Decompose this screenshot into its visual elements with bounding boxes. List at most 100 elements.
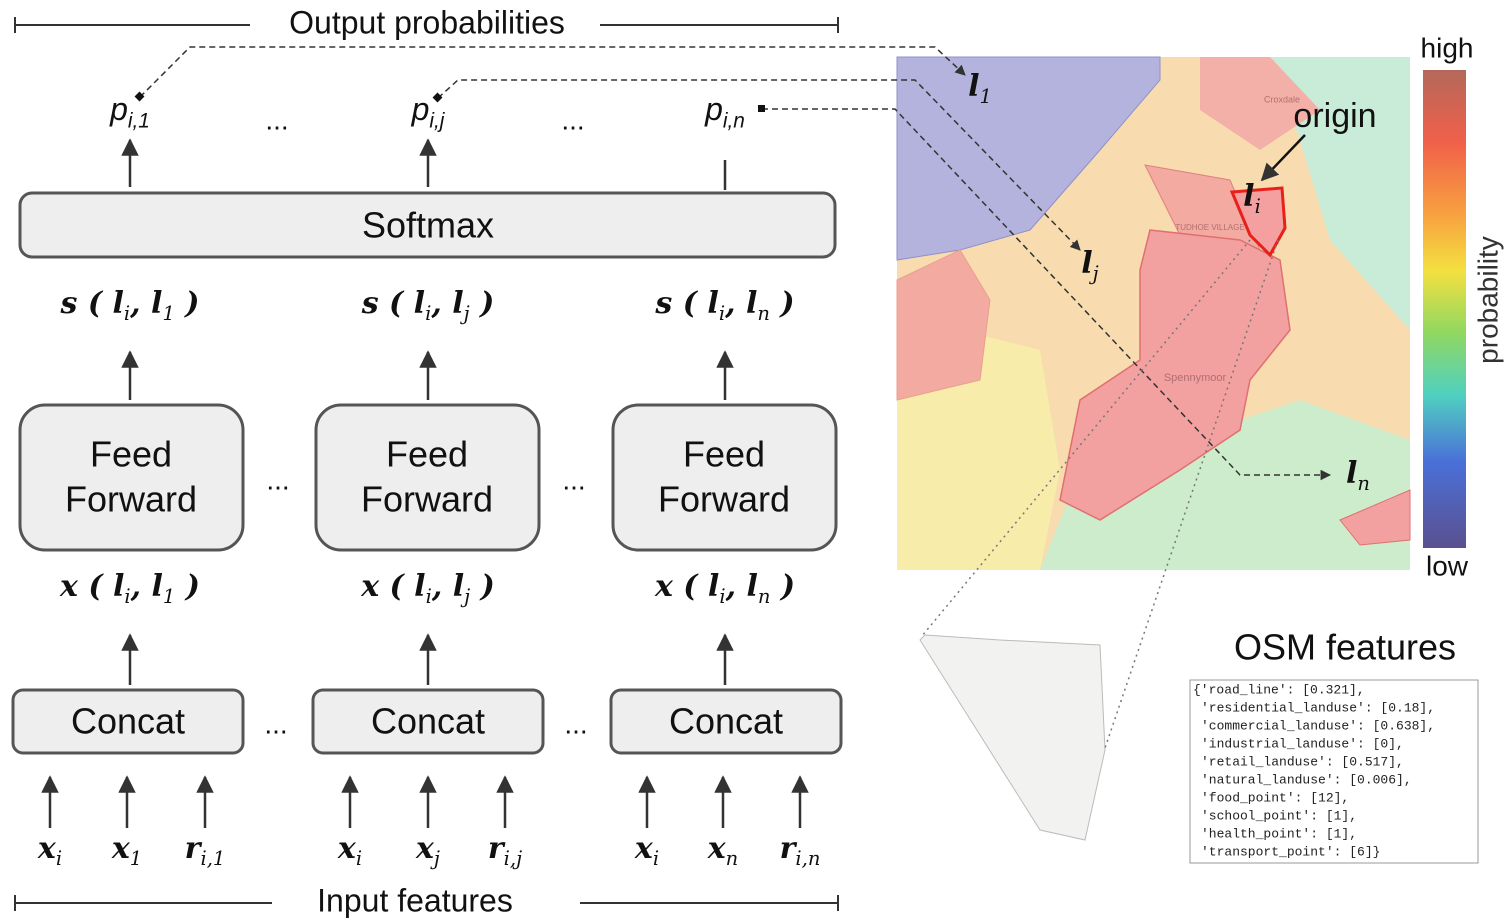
output-label: pi,n [704, 91, 745, 132]
marker-dots [134, 91, 765, 112]
math-run: 1 [130, 847, 142, 870]
math-run: j [460, 302, 470, 325]
math-run: n [757, 302, 770, 325]
math-run: n [726, 847, 739, 870]
origin-arrow [1260, 134, 1306, 182]
connectors [139, 46, 1332, 481]
score-label: s ( li, l1 ) [60, 286, 200, 325]
pair-label: x ( li, l1 ) [59, 569, 200, 608]
block [11, 688, 245, 755]
math-run: ) [770, 569, 795, 604]
feed-forward-label: Forward [361, 479, 493, 520]
location-label: li [1243, 179, 1261, 218]
math-run: l [746, 286, 757, 321]
colorbar-axis-label: probability [1472, 236, 1503, 364]
math-run: s ( [60, 286, 113, 321]
math-run: i,j [429, 109, 445, 132]
ellipsis: ... [561, 104, 584, 135]
input-label: xn [707, 831, 738, 870]
input-label: xi [337, 831, 362, 870]
math-run: i,n [723, 109, 745, 132]
math-run: x ( [59, 569, 113, 604]
math-run: l [112, 286, 123, 321]
concat-label: Concat [371, 701, 485, 742]
feed-forward-label: Feed [683, 434, 765, 475]
softmax-label: Softmax [362, 205, 494, 246]
math-run: l [1081, 246, 1092, 281]
math-run: i [425, 302, 431, 325]
block [311, 688, 545, 755]
header-title: Output probabilities [289, 4, 565, 40]
math-run: 1 [162, 302, 174, 325]
math-run: , [129, 286, 151, 321]
osm-line: 'residential_landuse': [0.18], [1201, 700, 1435, 715]
math-run: x ( [654, 569, 708, 604]
math-run: x [415, 831, 435, 866]
location-label: lj [1081, 246, 1098, 285]
math-run: l [1243, 179, 1254, 214]
math-run: x [634, 831, 654, 866]
math-run: r [185, 831, 203, 866]
math-run: , [430, 286, 452, 321]
math-run: n [758, 585, 771, 608]
concat-label: Concat [669, 701, 783, 742]
math-run: , [725, 569, 747, 604]
math-run: x [707, 831, 727, 866]
math-run: , [130, 569, 152, 604]
input-label: ri,1 [185, 831, 226, 870]
math-run: r [488, 831, 506, 866]
osm-box [1189, 679, 1479, 864]
output-label: pi,1 [109, 91, 150, 132]
math-run: l [707, 286, 718, 321]
math-run: l [414, 569, 425, 604]
math-run: x [37, 831, 57, 866]
math-run: l [113, 569, 124, 604]
output-label: pi,j [411, 91, 446, 132]
ellipsis: ... [265, 104, 288, 135]
ellipsis: ... [564, 708, 587, 739]
math-run: l [152, 569, 163, 604]
math-run: i [653, 847, 659, 870]
frame-lines [14, 17, 839, 911]
math-run: l [746, 569, 757, 604]
math-run: j [430, 847, 440, 870]
math-run: i,n [795, 847, 820, 870]
inset-lines [921, 239, 1279, 749]
math-run: i [1255, 195, 1261, 218]
math-run: i [124, 585, 130, 608]
math-run: i,j [504, 847, 522, 870]
block [18, 403, 245, 552]
input-label: ri,j [488, 831, 522, 870]
feed-forward-label: Feed [386, 434, 468, 475]
math-run: ) [175, 569, 200, 604]
math-run: i,1 [128, 109, 150, 132]
math-run: l [452, 286, 463, 321]
math-run: 1 [163, 585, 175, 608]
map [896, 56, 1411, 570]
origin-label: origin [1293, 97, 1376, 135]
osm-line: 'commercial_landuse': [0.638], [1201, 718, 1435, 733]
concat-label: Concat [71, 701, 185, 742]
inset-region [919, 634, 1106, 841]
feed-forward-label: Feed [90, 434, 172, 475]
osm-line: 'health_point': [1], [1201, 826, 1357, 841]
input-label: xj [415, 831, 440, 870]
feed-forward-label: Forward [658, 479, 790, 520]
math-run: p [704, 91, 723, 127]
footer-title: Input features [317, 882, 513, 918]
location-label: ln [1346, 456, 1370, 495]
feed-forward-label: Forward [65, 479, 197, 520]
math-run: x ( [360, 569, 414, 604]
input-label: ri,n [780, 831, 821, 870]
ellipsis: ... [562, 464, 585, 495]
math-run: x [337, 831, 357, 866]
osm-line: 'transport_point': [6]} [1201, 844, 1380, 859]
math-run: i [356, 847, 362, 870]
osm-line: 'natural_landuse': [0.006], [1201, 772, 1412, 787]
block [314, 403, 541, 552]
math-run: i [124, 302, 130, 325]
place-label: Croxdale [1264, 94, 1300, 104]
pair-label: x ( li, lj ) [360, 569, 495, 608]
osm-line: 'food_point': [12], [1201, 790, 1349, 805]
